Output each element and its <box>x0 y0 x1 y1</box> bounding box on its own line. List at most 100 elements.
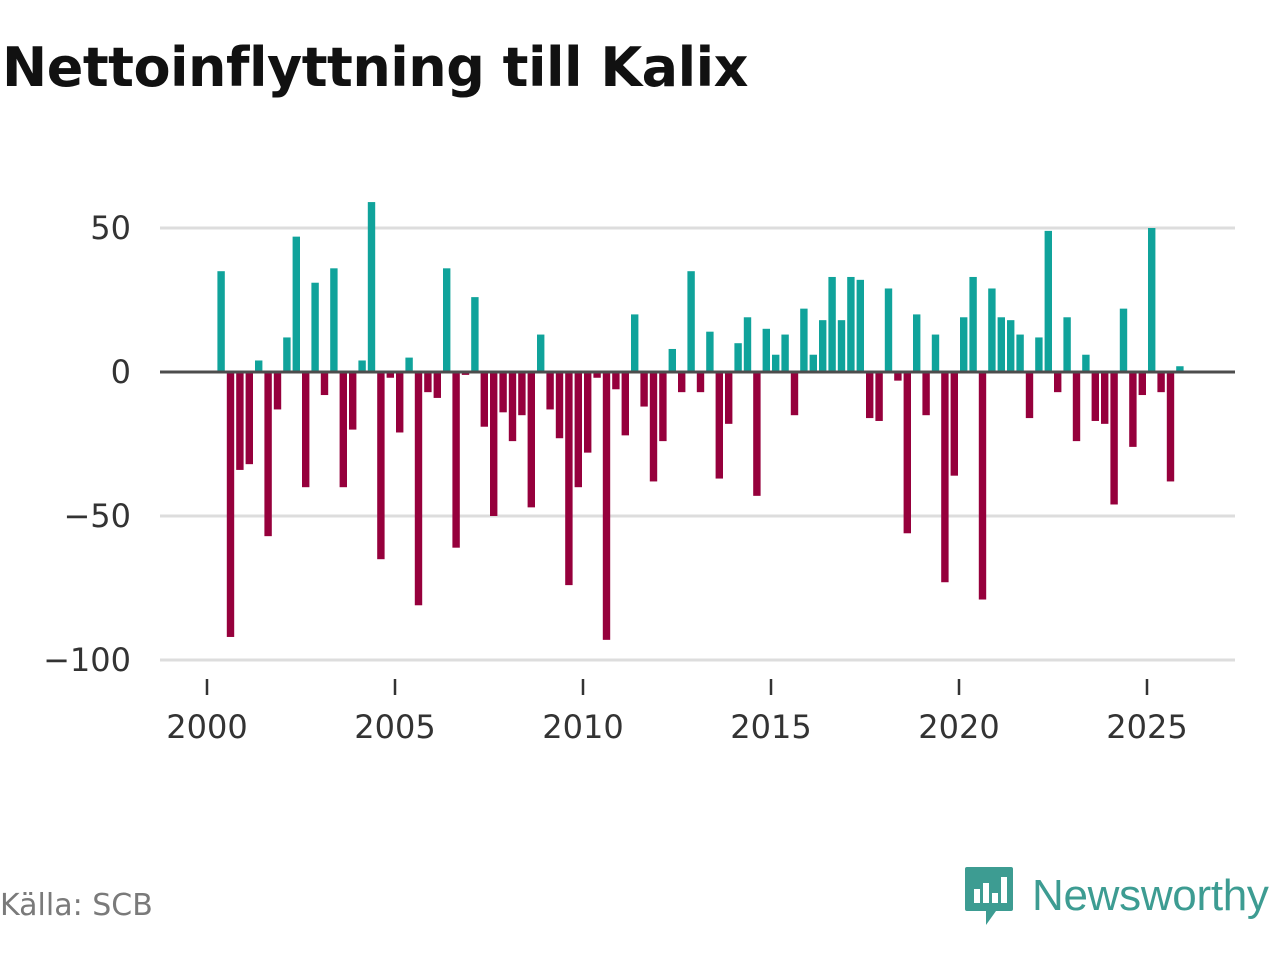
bar-negative <box>602 372 611 640</box>
bar-positive <box>1007 320 1015 372</box>
bar-positive <box>687 271 695 372</box>
bar-negative <box>349 372 357 430</box>
bar-positive <box>217 271 225 372</box>
bar-negative <box>386 372 394 378</box>
bar-positive <box>1063 317 1071 372</box>
chart-title: Nettoinflyttning till Kalix <box>2 36 748 99</box>
bar-negative <box>978 372 987 600</box>
x-tick-label: 2015 <box>730 708 811 746</box>
bar-negative <box>640 372 648 407</box>
x-tick-label: 2010 <box>542 708 623 746</box>
bar-negative <box>593 372 601 378</box>
x-tick-label: 2005 <box>354 708 435 746</box>
bar-negative <box>1101 372 1109 424</box>
bar-positive <box>358 360 366 372</box>
bar-positive <box>405 357 413 372</box>
bars <box>217 202 1184 640</box>
y-tick-label: −50 <box>63 497 131 535</box>
bar-positive <box>631 314 639 372</box>
bar-positive <box>1082 354 1090 372</box>
bar-negative <box>1166 372 1175 482</box>
bar-positive <box>443 268 451 372</box>
bar-negative <box>950 372 958 476</box>
bar-positive <box>931 334 940 372</box>
bar-positive <box>781 334 789 372</box>
bar-negative <box>1054 372 1062 393</box>
bar-negative <box>414 372 423 606</box>
bar-negative <box>659 372 667 442</box>
bar-negative <box>452 372 460 548</box>
bar-negative <box>584 372 592 453</box>
bar-positive <box>1148 228 1156 372</box>
bar-negative <box>424 372 432 393</box>
source-note: Källa: SCB <box>0 888 153 923</box>
bar-positive <box>837 320 846 372</box>
bar-positive <box>913 314 921 372</box>
gridlines <box>160 226 1235 662</box>
bar-negative <box>527 372 535 508</box>
bar-negative <box>678 372 686 393</box>
bar-positive <box>969 276 977 372</box>
bar-negative <box>612 372 620 390</box>
y-tick-label: −100 <box>43 641 131 679</box>
brand-name: Newsworthy <box>1032 871 1269 920</box>
bar-negative <box>264 372 272 537</box>
bar-positive <box>997 317 1005 372</box>
bar-negative <box>941 372 949 583</box>
bar-negative <box>866 372 874 419</box>
bar-positive <box>292 236 300 372</box>
x-tick-label: 2020 <box>918 708 999 746</box>
x-tick-label: 2025 <box>1106 708 1187 746</box>
bar-negative <box>1091 372 1099 421</box>
bar-positive <box>1176 366 1184 372</box>
bar-positive <box>734 343 742 372</box>
bar-positive <box>1119 308 1128 372</box>
bar-negative <box>320 372 329 396</box>
bar-positive <box>960 317 968 372</box>
bar-negative <box>1138 372 1146 396</box>
bar-negative <box>377 372 385 560</box>
bar-negative <box>621 372 629 436</box>
bar-positive <box>800 308 808 372</box>
bar-negative <box>518 372 526 416</box>
bar-negative <box>565 372 573 586</box>
bar-negative <box>490 372 498 516</box>
newsworthy-logo-icon <box>965 867 1013 925</box>
bar-negative <box>875 372 883 421</box>
bar-negative <box>1025 372 1034 419</box>
bar-negative <box>753 372 761 496</box>
bar-negative <box>245 372 253 465</box>
bar-positive <box>884 288 893 372</box>
bar-negative <box>555 372 564 439</box>
bar-negative <box>339 372 347 488</box>
bar-negative <box>480 372 488 427</box>
bar-negative <box>226 372 235 637</box>
bar-negative <box>725 372 733 424</box>
bar-negative <box>1110 372 1118 505</box>
bar-negative <box>574 372 582 488</box>
bar-negative <box>903 372 911 534</box>
axes: 50 0 −50 −100 2000 2005 2010 2015 2020 2025 <box>43 209 1235 746</box>
bar-negative <box>894 372 902 381</box>
bar-negative <box>499 372 507 413</box>
bar-negative <box>396 372 404 433</box>
bar-positive <box>668 348 676 372</box>
bar-negative <box>715 372 723 479</box>
bar-positive <box>311 282 319 372</box>
bar-positive <box>283 337 291 372</box>
bar-positive <box>988 288 996 372</box>
bar-chart: 50 0 −50 −100 2000 2005 2010 2015 2020 2025 <box>43 202 1235 746</box>
bar-positive <box>1035 337 1043 372</box>
bar-negative <box>508 372 517 442</box>
bar-negative <box>922 372 930 416</box>
x-tick-label: 2000 <box>166 708 247 746</box>
bar-positive <box>819 320 827 372</box>
bar-negative <box>696 372 705 393</box>
bar-positive <box>255 360 263 372</box>
bar-negative <box>1157 372 1165 393</box>
bar-negative <box>236 372 244 470</box>
bar-negative <box>302 372 310 488</box>
bar-negative <box>1129 372 1137 447</box>
brand-logo[interactable]: Newsworthy <box>964 864 1269 928</box>
bar-positive <box>856 279 864 372</box>
